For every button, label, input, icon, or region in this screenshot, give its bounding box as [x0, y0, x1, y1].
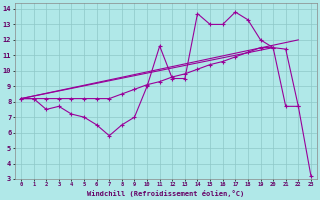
X-axis label: Windchill (Refroidissement éolien,°C): Windchill (Refroidissement éolien,°C): [87, 190, 244, 197]
